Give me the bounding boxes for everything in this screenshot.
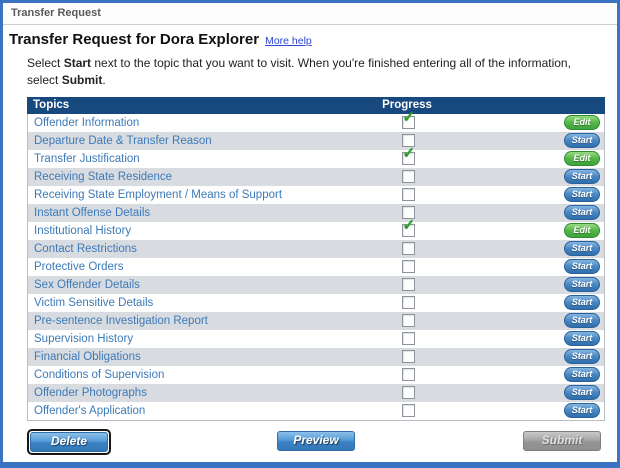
start-button[interactable]: Start [564, 259, 600, 275]
table-row: Financial Obligations Start [28, 347, 604, 366]
table-row: Instant Offense Details Start [28, 203, 604, 222]
start-button[interactable]: Start [564, 205, 600, 221]
topic-link[interactable]: Contact Restrictions [34, 242, 137, 255]
start-button[interactable]: Start [564, 403, 600, 419]
topic-link[interactable]: Pre-sentence Investigation Report [34, 314, 208, 327]
table-row: Receiving State Employment / Means of Su… [28, 185, 604, 204]
table-row: Supervision History Start [28, 329, 604, 348]
footer-button-bar: Delete Preview Submit [27, 428, 605, 457]
topic-link[interactable]: Victim Sensitive Details [34, 296, 154, 309]
progress-checkbox [401, 386, 415, 400]
topics-column-header: Topics [33, 99, 70, 112]
submit-button[interactable]: Submit [523, 430, 601, 451]
page-title: Transfer Request for Dora Explorer [9, 31, 260, 48]
progress-checkbox [401, 260, 415, 274]
instructions-segment: next to the topic that you want to visit… [27, 56, 571, 87]
topic-link[interactable]: Conditions of Supervision [34, 368, 165, 381]
table-row: Receiving State Residence Start [28, 167, 604, 186]
start-button[interactable]: Start [564, 313, 600, 329]
progress-checkbox [401, 332, 415, 346]
topics-table: Topics Progress Offender Information ✓ E… [27, 96, 605, 421]
green-checkmark-icon: ✓ [402, 217, 416, 235]
progress-checkbox [401, 314, 415, 328]
instructions-submit-keyword: Submit [61, 72, 103, 87]
window-title: Transfer Request [11, 7, 101, 19]
start-button[interactable]: Start [564, 241, 600, 257]
table-row: Contact Restrictions Start [28, 239, 604, 258]
edit-button[interactable]: Edit [564, 223, 600, 239]
table-row: Conditions of Supervision Start [28, 365, 604, 384]
start-button[interactable]: Start [564, 277, 600, 293]
progress-checkbox [401, 242, 415, 256]
topic-link[interactable]: Financial Obligations [34, 350, 141, 363]
start-button[interactable]: Start [564, 295, 600, 311]
progress-checkbox [401, 206, 415, 220]
table-row: Pre-sentence Investigation Report Start [28, 311, 604, 330]
start-button[interactable]: Start [564, 331, 600, 347]
progress-checkbox [401, 134, 415, 148]
table-row: Departure Date & Transfer Reason Start [28, 131, 604, 150]
green-checkmark-icon: ✓ [402, 145, 416, 163]
progress-checkbox [401, 368, 415, 382]
table-row: Institutional History ✓ Edit [28, 218, 604, 240]
progress-checkbox [401, 170, 415, 184]
table-row: Protective Orders Start [28, 257, 604, 276]
instructions-segment: Select [27, 56, 64, 70]
progress-checkbox: ✓ [401, 146, 415, 166]
heading-row: Transfer Request for Dora Explorer More h… [3, 25, 617, 51]
table-row: Offender's Application Start [28, 401, 604, 420]
topic-link[interactable]: Transfer Justification [34, 152, 140, 165]
instructions-text: Select Start next to the topic that you … [27, 55, 587, 89]
progress-checkbox: ✓ [401, 110, 415, 130]
preview-button[interactable]: Preview [277, 430, 355, 451]
progress-checkbox [401, 188, 415, 202]
start-button[interactable]: Start [564, 349, 600, 365]
table-header-row: Topics Progress [27, 96, 605, 114]
topic-link[interactable]: Receiving State Residence [34, 170, 173, 183]
start-button[interactable]: Start [564, 169, 600, 185]
progress-checkbox [401, 278, 415, 292]
green-checkmark-icon: ✓ [402, 109, 416, 127]
table-row: Offender Photographs Start [28, 383, 604, 402]
progress-checkbox [401, 404, 415, 418]
window-titlebar: Transfer Request [3, 3, 617, 25]
table-body: Offender Information ✓ Edit Departure Da… [28, 110, 604, 420]
topic-link[interactable]: Departure Date & Transfer Reason [34, 134, 212, 147]
table-row: Transfer Justification ✓ Edit [28, 146, 604, 168]
edit-button[interactable]: Edit [564, 115, 600, 131]
start-button[interactable]: Start [564, 385, 600, 401]
topic-link[interactable]: Protective Orders [34, 260, 124, 273]
topic-link[interactable]: Institutional History [34, 224, 132, 237]
start-button[interactable]: Start [564, 187, 600, 203]
more-help-link[interactable]: More help [265, 35, 312, 47]
progress-checkbox [401, 296, 415, 310]
topic-link[interactable]: Instant Offense Details [34, 206, 151, 219]
topic-link[interactable]: Offender Information [34, 116, 140, 129]
delete-button[interactable]: Delete [30, 431, 108, 452]
start-button[interactable]: Start [564, 367, 600, 383]
start-button[interactable]: Start [564, 133, 600, 149]
topic-link[interactable]: Receiving State Employment / Means of Su… [34, 188, 283, 201]
table-row: Offender Information ✓ Edit [28, 110, 604, 132]
edit-button[interactable]: Edit [564, 151, 600, 167]
topic-link[interactable]: Offender's Application [34, 404, 146, 417]
topic-link[interactable]: Sex Offender Details [34, 278, 140, 291]
instructions-start-keyword: Start [63, 56, 92, 70]
topic-link[interactable]: Supervision History [34, 332, 134, 345]
progress-checkbox [401, 350, 415, 364]
progress-checkbox: ✓ [401, 218, 415, 238]
progress-column-header: Progress [382, 99, 432, 112]
topic-link[interactable]: Offender Photographs [34, 386, 147, 399]
delete-button-focus-ring: Delete [27, 428, 111, 455]
instructions-segment: . [102, 72, 106, 87]
table-row: Victim Sensitive Details Start [28, 293, 604, 312]
table-row: Sex Offender Details Start [28, 275, 604, 294]
